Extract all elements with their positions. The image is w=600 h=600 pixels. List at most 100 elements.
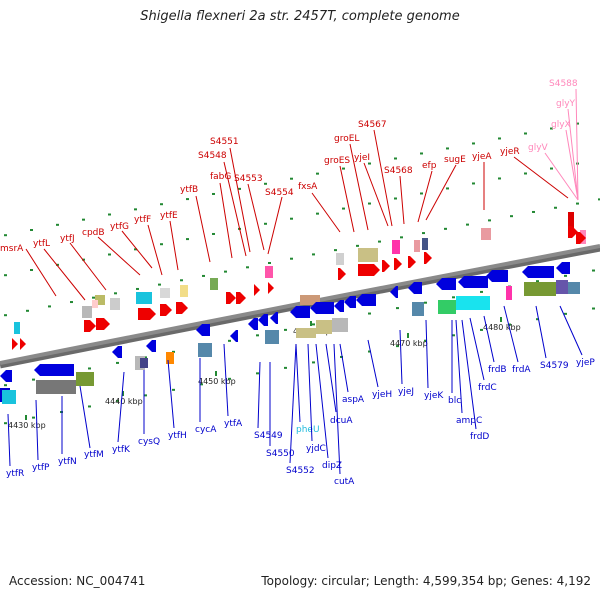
gene-label-groel: groEL [334, 134, 359, 144]
leader-line [219, 182, 233, 259]
guide-dot [264, 182, 267, 185]
guide-dot [160, 203, 163, 206]
guide-dot [26, 309, 29, 312]
gene-label-aspa: aspA [342, 395, 365, 405]
gene-label-yjdc: yjdC [306, 444, 326, 454]
gene-label-s4579: S4579 [540, 361, 569, 371]
gene-block [506, 286, 512, 300]
gene-arrow [258, 314, 268, 326]
guide-dot [550, 127, 553, 130]
guide-dot [312, 253, 315, 256]
guide-dot [180, 279, 183, 282]
guide-dot [224, 270, 227, 273]
gene-arrow [138, 308, 156, 320]
gene-label-ytfg: ytfG [110, 222, 129, 232]
gene-label-yjep: yjeP [576, 358, 595, 368]
leader-line [35, 399, 39, 461]
leader-line [7, 413, 11, 467]
guide-dot [200, 383, 203, 386]
gene-label-ampc: ampC [456, 416, 482, 426]
guide-dot [70, 301, 73, 304]
leader-line [25, 248, 57, 297]
guide-dot [592, 307, 595, 310]
gene-label-yjei: yjeI [354, 153, 370, 163]
gene-label-ytfk: ytfK [112, 445, 131, 455]
guide-dot [238, 187, 241, 190]
gene-block [265, 266, 273, 278]
gene-arrow [522, 266, 554, 278]
leader-line [399, 175, 405, 225]
guide-dot [524, 132, 527, 135]
gene-block [76, 372, 94, 386]
gene-arrow [160, 304, 172, 316]
leader-line [535, 305, 547, 359]
gene-label-frdc: frdC [478, 383, 497, 393]
guide-dot [290, 177, 293, 180]
guide-dot [368, 312, 371, 315]
scale-tick-label: 4480 kbp [483, 323, 521, 332]
guide-dot [4, 314, 7, 317]
guide-dot [56, 223, 59, 226]
gene-block [160, 288, 170, 298]
guide-dot [134, 208, 137, 211]
guide-dot [452, 296, 455, 299]
gene-arrow [248, 318, 258, 330]
gene-block [166, 352, 174, 364]
guide-dot [4, 384, 7, 387]
leader-line [425, 164, 457, 221]
guide-dot [356, 244, 359, 247]
gene-label-s4568: S4568 [384, 166, 413, 176]
gene-block [456, 296, 490, 310]
gene-block [358, 248, 378, 262]
leader-line [79, 385, 91, 449]
guide-dot [368, 202, 371, 205]
rna-label-glyx: glyX [551, 120, 571, 130]
gene-arrow [310, 302, 334, 314]
gene-arrow [568, 226, 578, 238]
rna-label-s4588: S4588 [549, 79, 578, 89]
gene-arrow [290, 306, 310, 318]
guide-dot [510, 215, 513, 218]
gene-label-ytff: ytfF [134, 215, 151, 225]
gene-arrow [146, 340, 156, 352]
guide-dot [158, 283, 161, 286]
guide-dot [108, 253, 111, 256]
guide-dot [316, 172, 319, 175]
gene-arrow [96, 318, 110, 330]
gene-block [210, 278, 218, 290]
gene-arrow [254, 284, 260, 296]
guide-dot [92, 296, 95, 299]
guide-dot [172, 388, 175, 391]
scale-tick-label: 4470 kbp [390, 339, 428, 348]
gene-arrow [196, 324, 210, 336]
leader-line [195, 195, 211, 263]
gene-label-yjek: yjeK [424, 391, 444, 401]
gene-label-fabg: fabG [210, 172, 231, 182]
gene-block [95, 295, 105, 305]
gene-block [481, 228, 491, 240]
guide-dot [394, 197, 397, 200]
gene-label-ytfa: ytfA [224, 419, 243, 429]
guide-dot [452, 334, 455, 337]
guide-dot [284, 328, 287, 331]
gene-label-ytfp: ytfP [32, 463, 50, 473]
gene-label-s4549: S4549 [254, 431, 283, 441]
gene-block [568, 212, 574, 228]
guide-dot [30, 229, 33, 232]
guide-dot [116, 361, 119, 364]
gene-block [524, 282, 556, 296]
leader-line [349, 143, 369, 231]
leader-line [167, 359, 175, 429]
guide-dot [202, 274, 205, 277]
guide-dot [228, 377, 231, 380]
guide-dot [4, 422, 7, 425]
genome-summary: Topology: circular; Length: 4,599,354 bp… [261, 574, 591, 588]
gene-arrow [382, 260, 390, 272]
gene-label-ytfn: ytfN [58, 457, 77, 467]
gene-arrow [0, 370, 12, 382]
leader-line [399, 329, 403, 385]
gene-block [296, 328, 316, 338]
guide-dot [472, 142, 475, 145]
guide-dot [508, 323, 511, 326]
gene-block [336, 253, 344, 265]
